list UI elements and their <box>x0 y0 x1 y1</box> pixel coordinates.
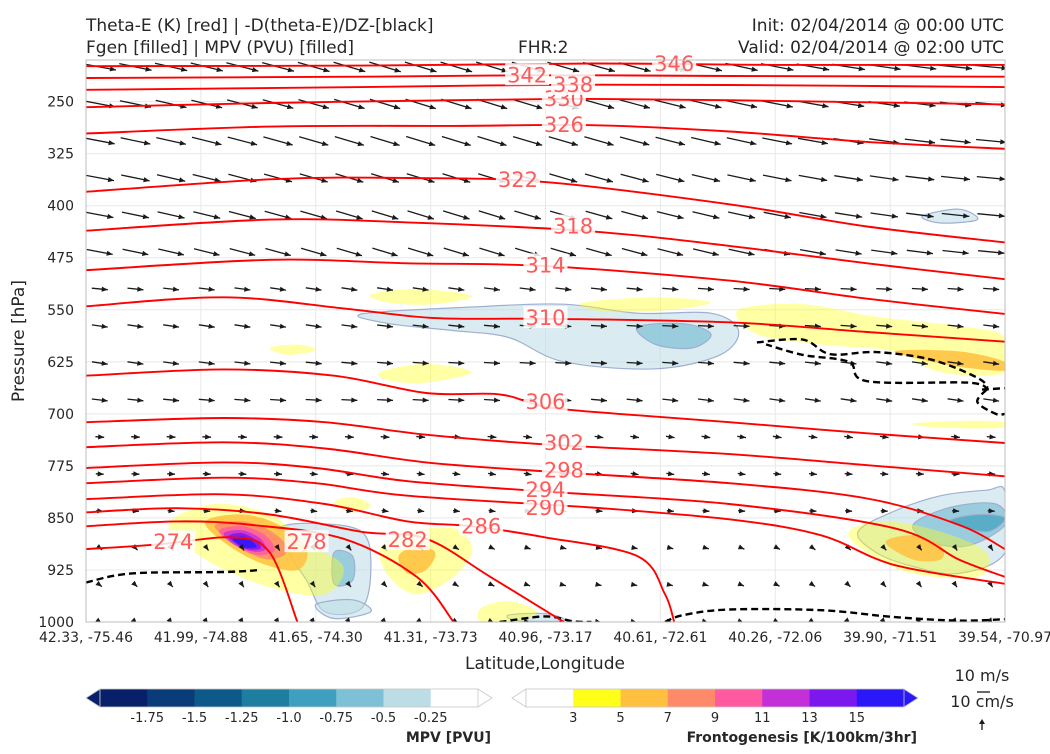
theta-e-label: 326 <box>544 113 584 137</box>
frontogenesis-colorbar-tick: 3 <box>569 711 577 726</box>
frontogenesis-colorbar-tick: 9 <box>711 711 719 726</box>
theta-e-label: 298 <box>544 459 584 483</box>
theta-e-label: 338 <box>553 73 593 97</box>
mpv-colorbar-tick: -0.25 <box>414 711 448 726</box>
x-tick-label: 41.99, -74.88 <box>154 630 248 646</box>
x-axis-ticks: 42.33, -75.46 41.99, -74.88 41.65, -74.30 4… <box>39 630 1050 646</box>
colorbar-extend-left <box>512 689 526 707</box>
fhr-label: FHR:2 <box>518 38 568 58</box>
mpv-colorbar-tick: -1.5 <box>182 711 207 726</box>
theta-e-label: 306 <box>525 390 565 414</box>
frontogenesis-colorbar-tick: 11 <box>754 711 771 726</box>
y-axis-ticks: 250 325 400 475 550 625 700 775 850 925 1000 <box>38 95 74 631</box>
colorbar-extend-left <box>86 689 100 707</box>
x-tick-label: 40.61, -72.61 <box>613 630 707 646</box>
theta-e-label: 286 <box>461 514 501 538</box>
theta-e-label: 302 <box>544 431 584 455</box>
frontogenesis-colorbar-segment <box>762 689 810 707</box>
frontogenesis-colorbar-segment <box>668 689 716 707</box>
reference-vector-label-1: 10 m/s <box>955 666 1010 685</box>
frontogenesis-colorbar-tick: 15 <box>848 711 865 726</box>
mpv-colorbar-segment <box>384 689 432 707</box>
reference-vector-arrowhead-2 <box>979 719 985 724</box>
reference-vector-label-2: 10 cm/s <box>950 692 1014 711</box>
mpv-colorbar-tick: -1.25 <box>225 711 259 726</box>
mpv-colorbar-segment <box>242 689 290 707</box>
y-tick-label: 475 <box>47 251 74 267</box>
title-left-line2: Fgen [filled] | MPV (PVU) [filled] <box>86 38 354 58</box>
mpv-colorbar-segment <box>195 689 243 707</box>
frontogenesis-colorbar-segment <box>573 689 621 707</box>
theta-e-label: 342 <box>507 63 547 87</box>
theta-e-label: 310 <box>525 306 565 330</box>
valid-time: Valid: 02/04/2014 @ 02:00 UTC <box>738 38 1004 58</box>
x-tick-label: 41.31, -73.73 <box>384 630 478 646</box>
frontogenesis-colorbar-segment <box>715 689 763 707</box>
frontogenesis-colorbar-tick: 7 <box>664 711 672 726</box>
y-tick-label: 700 <box>47 407 74 423</box>
x-tick-label: 39.90, -71.51 <box>843 630 937 646</box>
mpv-colorbar-tick: -0.75 <box>319 711 353 726</box>
theta-e-label: 282 <box>388 528 428 552</box>
frontogenesis-colorbar: 3 5 7 9 11 13 15 <box>512 689 918 726</box>
x-tick-label: 40.96, -73.17 <box>498 630 592 646</box>
theta-e-label: 318 <box>553 215 593 239</box>
x-tick-label: 41.65, -74.30 <box>269 630 363 646</box>
y-tick-label: 1000 <box>38 615 74 631</box>
x-tick-label: 40.26, -72.06 <box>728 630 822 646</box>
mpv-colorbar-segment <box>336 689 384 707</box>
mpv-colorbar-label: MPV [PVU] <box>406 730 491 746</box>
y-tick-label: 550 <box>47 303 74 319</box>
mpv-colorbar-tick: -1.75 <box>130 711 164 726</box>
mpv-colorbar-tick: -0.5 <box>371 711 396 726</box>
mpv-colorbar-segment <box>100 689 148 707</box>
init-time: Init: 02/04/2014 @ 00:00 UTC <box>752 16 1004 36</box>
frontogenesis-colorbar-segment <box>526 689 574 707</box>
frontogenesis-colorbar-tick: 5 <box>616 711 624 726</box>
x-tick-label: 39.54, -70.97 <box>958 630 1050 646</box>
x-axis-label: Latitude,Longitude <box>465 654 625 674</box>
frontogenesis-colorbar-segment <box>810 689 858 707</box>
y-tick-label: 625 <box>47 355 74 371</box>
colorbar-extend-right <box>478 689 492 707</box>
mpv-colorbar-segment <box>289 689 337 707</box>
theta-e-label: 314 <box>525 253 565 277</box>
y-tick-label: 325 <box>47 147 74 163</box>
frontogenesis-colorbar-segment <box>621 689 669 707</box>
x-tick-label: 42.33, -75.46 <box>39 630 133 646</box>
title-left-line1: Theta-E (K) [red] | -D(theta-E)/DZ-[blac… <box>85 16 434 36</box>
y-tick-label: 925 <box>47 563 74 579</box>
frontogenesis-colorbar-label: Frontogenesis [K/100km/3hr] <box>687 730 917 746</box>
frontogenesis-colorbar-tick: 13 <box>801 711 818 726</box>
mpv-colorbar-segment <box>147 689 195 707</box>
mpv-colorbar: -1.75 -1.5 -1.25 -1.0 -0.75 -0.5 -0.25 <box>86 689 492 726</box>
colorbar-extend-right <box>904 689 918 707</box>
theta-e-label: 274 <box>153 530 193 554</box>
theta-e-label: 346 <box>654 52 694 76</box>
frontogenesis-colorbar-segment <box>857 689 905 707</box>
y-tick-label: 775 <box>47 459 74 475</box>
theta-e-label: 278 <box>287 530 327 554</box>
theta-e-label: 322 <box>498 168 538 192</box>
y-axis-label: Pressure [hPa] <box>9 280 29 402</box>
y-tick-label: 250 <box>47 95 74 111</box>
mpv-colorbar-segment <box>431 689 479 707</box>
y-tick-label: 850 <box>47 511 74 527</box>
mpv-colorbar-tick: -1.0 <box>276 711 301 726</box>
y-tick-label: 400 <box>47 199 74 215</box>
